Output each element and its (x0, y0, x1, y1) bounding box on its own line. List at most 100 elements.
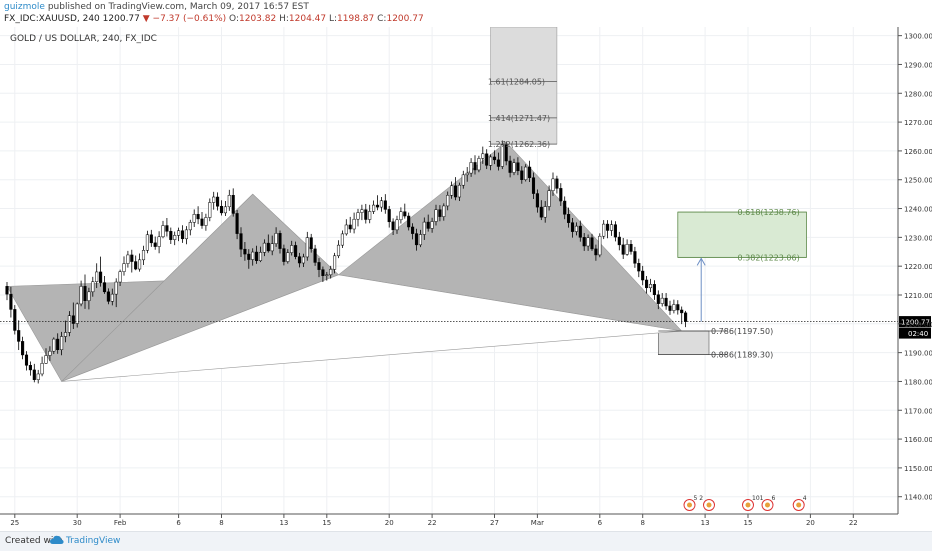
candle-body (286, 252, 290, 262)
candle-body (60, 336, 64, 350)
candle-body (317, 262, 321, 270)
time-axis[interactable]: 25 30 Feb 6 8 13 15 20 22 27 Mar 6 8 13 15 20 22 (10, 514, 858, 527)
published-text: published on TradingView.com, March 09, … (47, 2, 309, 12)
target-zone-box (677, 211, 807, 258)
candle-body (492, 156, 497, 161)
candle-body (383, 200, 387, 210)
overlays: 1200.77 02:40 1.61(1284.05) 1.414(1271.47) 1… (0, 78, 931, 360)
event-markers: 5 2 101 6 4 (683, 495, 807, 511)
candle-body (56, 338, 60, 350)
candle-body (336, 244, 341, 257)
last-price-label: 1200.77 (901, 319, 930, 327)
candle-body (407, 215, 411, 228)
candle-body (204, 217, 208, 226)
candle-body (177, 230, 181, 236)
candle-body (274, 233, 278, 244)
tradingview-link[interactable]: TradingView (66, 536, 121, 546)
candle-body (609, 224, 614, 231)
y-tick-label: 1210.00 (904, 292, 932, 300)
author-link[interactable]: guizmole (4, 2, 45, 12)
candle-body (570, 222, 575, 232)
x-tick-label: 20 (806, 519, 815, 527)
event-flag-dot (687, 502, 692, 508)
candle-body (212, 196, 216, 203)
event-count: 101 (752, 495, 764, 502)
high-value: 1204.47 (288, 14, 327, 24)
countdown-label: 02:40 (908, 330, 928, 338)
candle-body (321, 269, 325, 276)
candle-body (313, 248, 317, 263)
candle-body (606, 223, 610, 231)
candle-body (582, 237, 586, 247)
fib-level-label: 0.786(1197.50) (711, 327, 773, 336)
candle-body (481, 153, 485, 159)
candle-body (173, 235, 177, 240)
candle-body (102, 282, 107, 293)
candle-body (239, 233, 243, 250)
y-tick-label: 1290.00 (904, 61, 932, 69)
publish-info: guizmole published on TradingView.com, M… (4, 2, 309, 12)
candle-body (138, 259, 142, 270)
candle-body (208, 202, 212, 218)
candle-body (684, 312, 688, 322)
candle-body (461, 174, 465, 186)
candle-body (258, 252, 263, 261)
prz-box (657, 330, 710, 355)
candle-body (508, 160, 512, 173)
candle-body (106, 291, 110, 302)
y-tick-label: 1230.00 (904, 234, 932, 242)
candle-body (333, 255, 337, 270)
candle-body (422, 221, 426, 235)
candle-body (547, 190, 551, 207)
chart-title: GOLD / US DOLLAR, 240, FX_IDC (10, 34, 157, 44)
x-tick-label: 22 (428, 519, 437, 527)
event-flag-dot (745, 502, 751, 508)
candle-body (184, 229, 188, 240)
candle-body (375, 204, 380, 208)
y-tick-label: 1250.00 (904, 177, 932, 185)
candle-body (539, 206, 543, 218)
drawing-boxes (490, 27, 807, 355)
candle-body (625, 244, 629, 255)
candle-body (621, 244, 625, 255)
candle-body (95, 271, 99, 282)
candle-body (231, 195, 235, 214)
candle-body (645, 279, 649, 289)
y-tick-label: 1170.00 (904, 407, 932, 415)
candle-body (290, 245, 294, 253)
candle-body (453, 185, 458, 198)
candle-body (301, 256, 305, 264)
low-value: 1198.87 (337, 14, 375, 24)
price-chart[interactable]: 1200.77 02:40 1.61(1284.05) 1.414(1271.47) 1… (0, 27, 932, 531)
price-axis[interactable]: 1140.00 1150.00 1160.00 1170.00 1180.00 1190.… (898, 33, 932, 502)
candle-body (83, 286, 87, 302)
candle-body (446, 195, 450, 207)
y-tick-label: 1240.00 (904, 206, 932, 214)
event-count: 5 2 (694, 495, 704, 502)
candle-body (63, 332, 68, 337)
candle-body (387, 209, 391, 223)
candle-body (430, 221, 434, 229)
candle-body (157, 236, 161, 247)
candle-body (426, 221, 430, 229)
candle-body (520, 170, 524, 180)
candle-body (391, 221, 395, 231)
y-tick-label: 1180.00 (904, 378, 932, 386)
candle-body (71, 315, 75, 324)
event-flag-dot (706, 502, 712, 508)
candle-body (672, 304, 676, 311)
x-tick-label: Feb (114, 519, 127, 527)
candle-body (297, 256, 302, 264)
candle-body (36, 373, 40, 380)
y-tick-label: 1260.00 (904, 148, 932, 156)
candle-body (477, 158, 481, 171)
candle-body (161, 225, 165, 238)
candle-body (360, 209, 364, 213)
candle-body (469, 162, 473, 174)
candle-body (114, 281, 118, 295)
candle-body (153, 242, 157, 247)
candle-body (223, 206, 227, 214)
y-tick-label: 1270.00 (904, 119, 932, 127)
candle-body (87, 291, 91, 302)
x-tick-label: Mar (531, 519, 544, 527)
